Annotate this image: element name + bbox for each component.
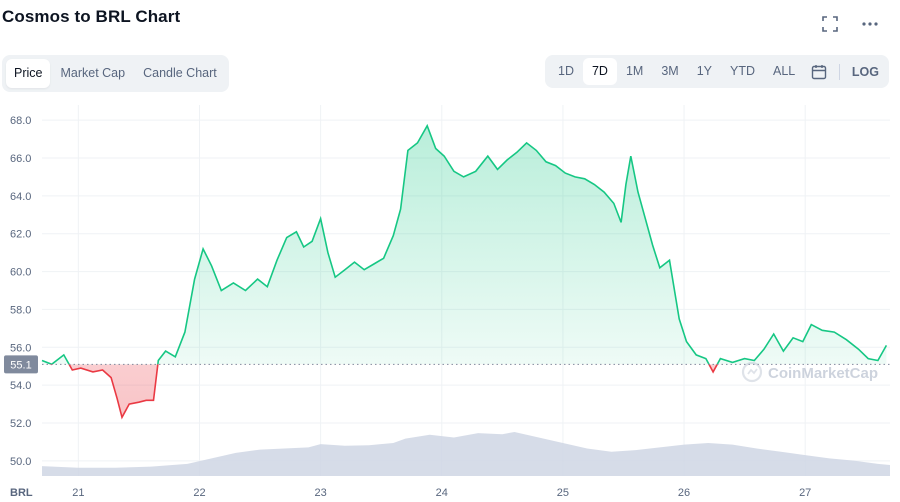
- open-price-label: 55.1: [10, 359, 31, 371]
- y-tick-label: 64.0: [10, 191, 31, 203]
- x-tick-label: 24: [436, 487, 448, 499]
- calendar-icon[interactable]: [804, 58, 833, 85]
- price-area-up: [42, 125, 887, 365]
- fullscreen-icon[interactable]: [820, 14, 840, 34]
- header-actions: [820, 14, 880, 34]
- chart-type-tabs: Price Market Cap Candle Chart: [2, 55, 229, 92]
- range-all[interactable]: ALL: [773, 64, 796, 78]
- y-tick-label: 56.0: [10, 342, 31, 354]
- coinmarketcap-watermark-icon: [741, 361, 763, 383]
- page-title: Cosmos to BRL Chart: [2, 7, 181, 26]
- price-area-down: [69, 364, 718, 418]
- x-tick-label: 23: [315, 487, 327, 499]
- currency-label: BRL: [10, 487, 33, 499]
- x-tick-label: 21: [72, 487, 84, 499]
- y-tick-label: 52.0: [10, 418, 31, 430]
- y-tick-label: 60.0: [10, 267, 31, 279]
- more-icon[interactable]: [860, 14, 880, 34]
- x-tick-label: 27: [799, 487, 811, 499]
- range-1y[interactable]: 1Y: [696, 64, 713, 78]
- log-scale-toggle[interactable]: LOG: [851, 64, 879, 79]
- range-ytd[interactable]: YTD: [730, 64, 756, 78]
- y-tick-label: 68.0: [10, 115, 31, 127]
- y-tick-label: 62.0: [10, 229, 31, 241]
- y-tick-label: 50.0: [10, 456, 31, 468]
- watermark-text: CoinMarketCap: [768, 365, 878, 382]
- open-price-badge: [4, 355, 38, 374]
- y-tick-label: 66.0: [10, 153, 31, 165]
- range-3m[interactable]: 3M: [661, 64, 679, 78]
- y-tick-label: 58.0: [10, 304, 31, 316]
- x-tick-label: 22: [193, 487, 205, 499]
- volume-area: [42, 432, 890, 476]
- range-selector: 1D 7D 1M 3M 1Y YTD ALL LOG: [545, 55, 889, 88]
- x-tick-label: 26: [678, 487, 690, 499]
- range-1m[interactable]: 1M: [625, 64, 644, 78]
- tab-candle-chart[interactable]: Candle Chart: [143, 66, 217, 80]
- range-1d[interactable]: 1D: [558, 64, 574, 78]
- y-tick-label: 54.0: [10, 380, 31, 392]
- toolbar-divider: [839, 63, 840, 80]
- price-line-up: [41, 123, 888, 365]
- tab-market-cap[interactable]: Market Cap: [60, 66, 126, 80]
- x-tick-label: 25: [557, 487, 569, 499]
- tab-price[interactable]: Price: [6, 59, 51, 88]
- range-7d[interactable]: 7D: [582, 58, 617, 85]
